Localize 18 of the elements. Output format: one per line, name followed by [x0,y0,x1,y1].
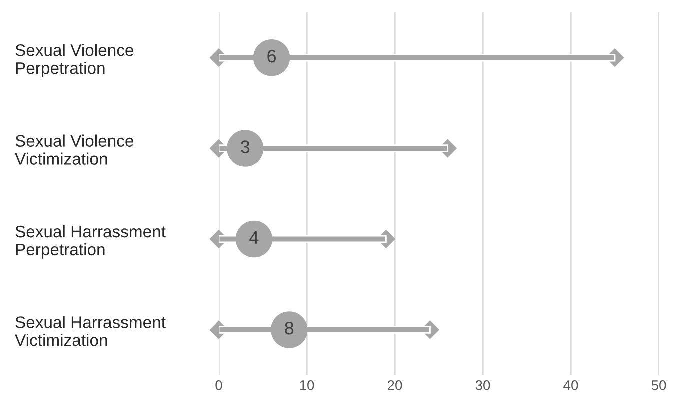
x-tick-label: 50 [652,380,666,390]
x-tick-label: 40 [564,380,578,390]
y-tick-label: Sexual Harrassment Victimization [15,316,166,346]
x-tick-label: 10 [300,380,314,390]
point [236,220,273,258]
point [253,39,290,76]
x-tick-label: 20 [388,380,402,390]
y-tick-label: Sexual Violence Victimization [15,134,134,165]
data-label: 8 [285,322,294,335]
x-tick-label: 0 [216,380,222,390]
x-tick-label: 30 [476,380,490,390]
y-tick-label: Sexual Violence Perpetration [16,44,134,78]
data-label: 3 [241,140,250,154]
data-label: 4 [250,232,259,244]
point [271,312,308,348]
point [227,130,264,167]
y-tick-label: Sexual Harrassment Perpetration [16,225,166,259]
data-label: 6 [268,50,276,63]
